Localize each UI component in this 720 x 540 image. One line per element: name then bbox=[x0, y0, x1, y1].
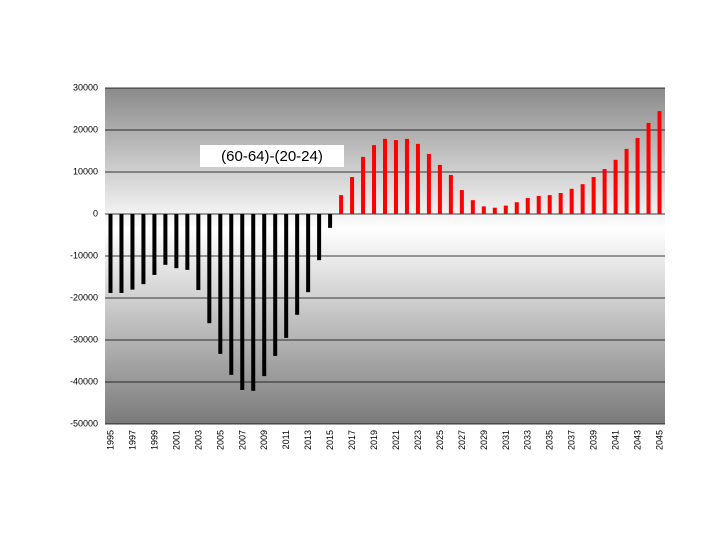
bar bbox=[163, 214, 168, 265]
bar bbox=[207, 214, 212, 324]
bar bbox=[218, 214, 223, 354]
bar bbox=[196, 214, 201, 291]
bar bbox=[448, 174, 453, 214]
bar bbox=[602, 169, 607, 214]
x-tick-label: 2033 bbox=[523, 430, 533, 450]
x-tick-label: 2021 bbox=[391, 430, 401, 450]
bar bbox=[558, 193, 563, 214]
bar bbox=[437, 164, 442, 214]
x-tick-label: 2007 bbox=[237, 430, 247, 450]
y-tick-label: -40000 bbox=[70, 376, 98, 386]
x-tick-label: 2011 bbox=[281, 430, 291, 449]
bar bbox=[141, 214, 146, 285]
x-tick-label: 2009 bbox=[259, 430, 269, 450]
bar bbox=[317, 214, 322, 261]
x-tick-label: 1999 bbox=[149, 430, 159, 450]
bar bbox=[624, 148, 629, 214]
bar bbox=[262, 214, 267, 377]
annotation-box bbox=[200, 145, 344, 167]
x-tick-label: 1997 bbox=[127, 430, 137, 450]
x-tick-label: 2017 bbox=[347, 430, 357, 450]
bar bbox=[361, 156, 366, 214]
bar bbox=[174, 214, 179, 269]
x-tick-label: 2039 bbox=[589, 430, 599, 450]
bar bbox=[273, 214, 278, 356]
bar bbox=[152, 214, 157, 275]
bar bbox=[339, 195, 344, 214]
bar bbox=[646, 122, 651, 214]
bar bbox=[240, 214, 245, 390]
x-tick-label: 2005 bbox=[215, 430, 225, 450]
x-tick-label: 2027 bbox=[457, 430, 467, 450]
y-tick-label: 30000 bbox=[73, 82, 98, 92]
x-tick-label: 2041 bbox=[611, 430, 621, 450]
annotation: (60-64)-(20-24) bbox=[221, 148, 323, 165]
bar bbox=[536, 195, 541, 214]
bar bbox=[635, 137, 640, 214]
x-tick-label: 2013 bbox=[303, 430, 313, 450]
bar bbox=[547, 195, 552, 214]
bar bbox=[492, 207, 497, 214]
x-tick-label: 2037 bbox=[567, 430, 577, 450]
x-tick-label: 2003 bbox=[193, 430, 203, 450]
x-tick-label: 2001 bbox=[171, 430, 181, 450]
bar bbox=[328, 214, 333, 228]
x-tick-label: 2025 bbox=[435, 430, 445, 450]
bar bbox=[580, 184, 585, 214]
bar bbox=[306, 214, 311, 293]
bar bbox=[350, 177, 355, 214]
bar bbox=[657, 111, 662, 214]
bar bbox=[284, 214, 289, 338]
bar bbox=[426, 153, 431, 214]
bar bbox=[591, 177, 596, 214]
bar bbox=[569, 188, 574, 214]
y-tick-label: 20000 bbox=[73, 124, 98, 134]
bar bbox=[229, 214, 234, 375]
bar bbox=[372, 145, 377, 214]
x-tick-label: 2045 bbox=[655, 430, 665, 450]
bar bbox=[470, 200, 475, 214]
bar bbox=[481, 206, 486, 214]
x-tick-label: 2023 bbox=[413, 430, 423, 450]
y-tick-label: -10000 bbox=[70, 250, 98, 260]
bar bbox=[503, 205, 508, 214]
x-tick-label: 2015 bbox=[325, 430, 335, 450]
y-tick-label: -20000 bbox=[70, 292, 98, 302]
x-tick-label: 2035 bbox=[545, 430, 555, 450]
x-tick-label: 1995 bbox=[105, 430, 115, 450]
bar bbox=[393, 140, 398, 214]
y-tick-label: 0 bbox=[93, 208, 98, 218]
y-tick-label: -50000 bbox=[70, 418, 98, 428]
bar bbox=[415, 143, 420, 214]
x-tick-label: 2019 bbox=[369, 430, 379, 450]
bar bbox=[459, 190, 464, 214]
bar bbox=[404, 138, 409, 214]
bar bbox=[514, 202, 519, 214]
bar bbox=[525, 198, 530, 214]
x-tick-label: 2029 bbox=[479, 430, 489, 450]
x-tick-label: 2043 bbox=[633, 430, 643, 450]
y-tick-label: -30000 bbox=[70, 334, 98, 344]
bar bbox=[108, 214, 113, 293]
x-tick-label: 2031 bbox=[501, 430, 511, 450]
y-tick-label: 10000 bbox=[73, 166, 98, 176]
bar bbox=[613, 159, 618, 214]
bar bbox=[185, 214, 190, 270]
bar bbox=[295, 214, 300, 315]
bar bbox=[383, 138, 387, 214]
bar bbox=[119, 214, 124, 293]
bar bbox=[130, 214, 135, 290]
bar bbox=[251, 214, 256, 391]
